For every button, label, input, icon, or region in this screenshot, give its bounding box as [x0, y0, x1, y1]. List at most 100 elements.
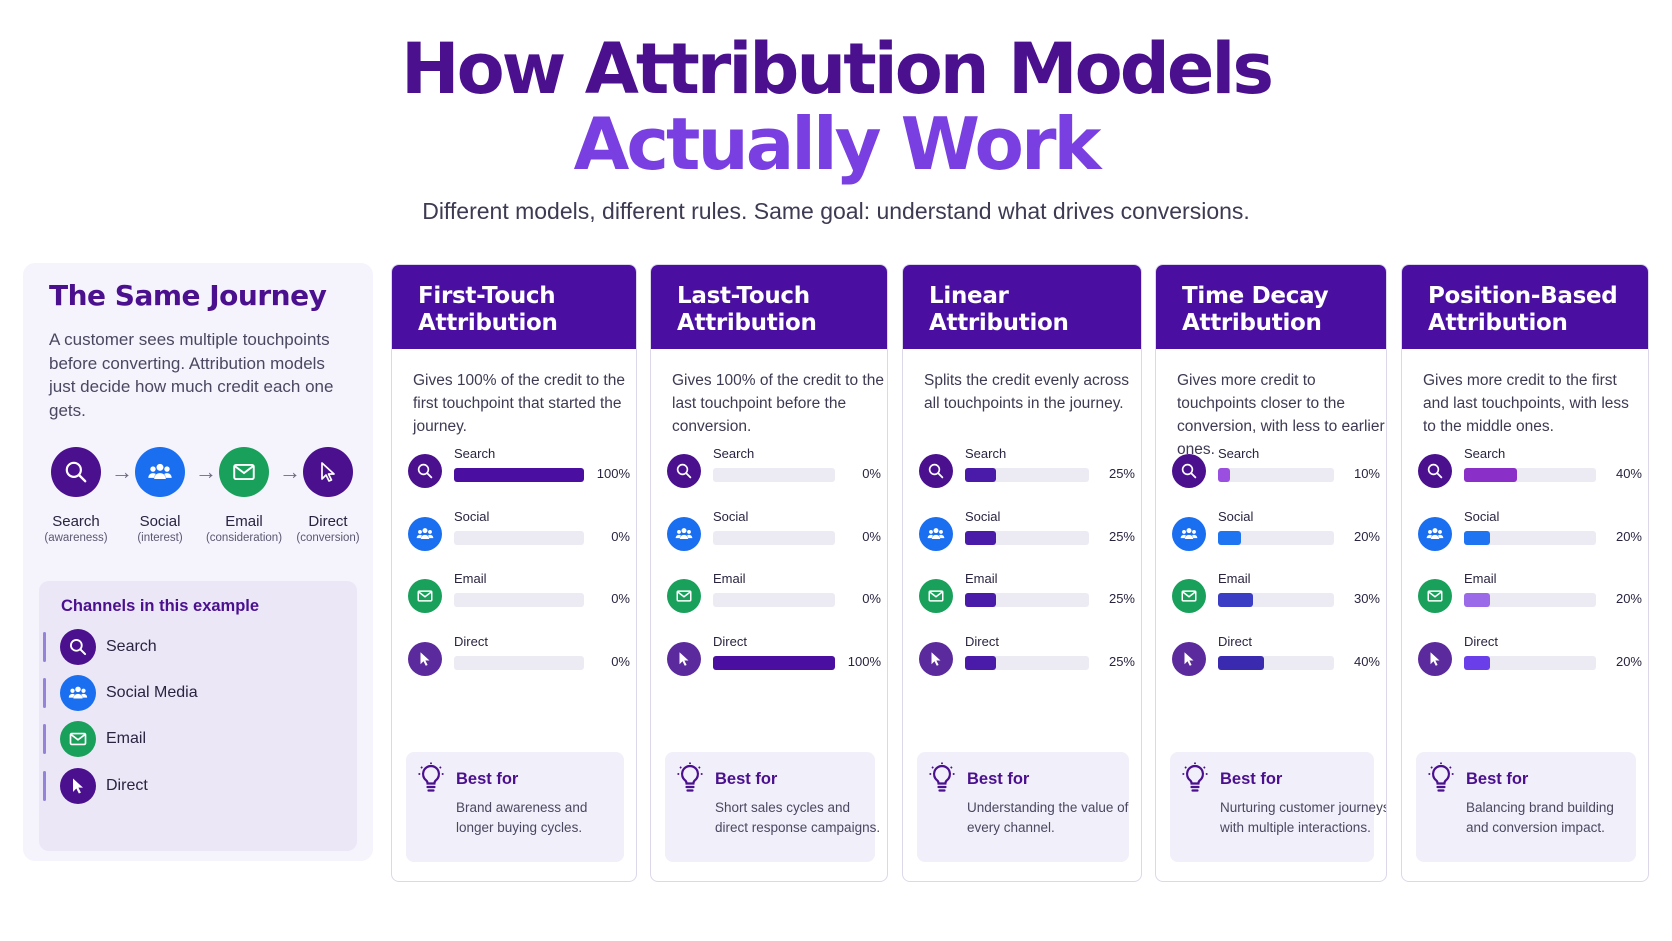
- best-for-text: Understanding the value of every channel…: [967, 800, 1129, 835]
- card-header: Last-Touch Attribution: [651, 265, 887, 349]
- credit-row: Search 0%: [667, 446, 881, 498]
- card-title-line-1: Position-Based: [1428, 283, 1618, 309]
- credit-bar-track: [454, 468, 584, 482]
- credit-bar-track: [965, 531, 1089, 545]
- best-for-label: Best for: [1466, 770, 1529, 788]
- credit-bar-track: [713, 593, 835, 607]
- credit-bar-track: [454, 531, 584, 545]
- mail-icon: [60, 721, 96, 757]
- card-header: Position-Based Attribution: [1402, 265, 1648, 349]
- best-for-text: Brand awareness and longer buying cycles…: [456, 800, 588, 835]
- credit-bar-fill: [713, 656, 835, 670]
- credit-percent: 100%: [596, 466, 630, 481]
- credit-row-name: Search: [1464, 446, 1506, 461]
- credit-bar-fill: [965, 593, 996, 607]
- credit-row: Social 0%: [667, 509, 881, 561]
- credit-row: Email 30%: [1172, 571, 1380, 623]
- credit-row: Search 25%: [919, 446, 1135, 498]
- credit-row: Email 20%: [1418, 571, 1642, 623]
- best-for-label: Best for: [715, 770, 778, 788]
- credit-row-name: Search: [965, 446, 1007, 461]
- cursor-icon: [1418, 642, 1452, 676]
- people-icon: [1418, 517, 1452, 551]
- credit-bar-track: [454, 593, 584, 607]
- credit-bar-track: [713, 656, 835, 670]
- credit-percent: 20%: [1615, 591, 1642, 606]
- lightbulb-icon: [418, 762, 444, 792]
- cursor-icon: [1172, 642, 1206, 676]
- journey-description: A customer sees multiple touchpoints bef…: [49, 330, 334, 420]
- card-description: Gives 100% of the credit to the first to…: [413, 372, 625, 435]
- credit-bar-fill: [1218, 468, 1230, 482]
- credit-row-name: Email: [1218, 571, 1251, 586]
- credit-row-name: Email: [713, 571, 746, 586]
- credit-row: Direct 100%: [667, 634, 881, 686]
- credit-row-name: Social: [1218, 509, 1254, 524]
- credit-percent: 25%: [1108, 466, 1135, 481]
- credit-row: Social 0%: [408, 509, 630, 561]
- credit-row-name: Email: [965, 571, 998, 586]
- channel-label: Email: [106, 730, 147, 747]
- channels-legend: Channels in this example Search Social M…: [39, 581, 357, 851]
- people-icon: [408, 517, 442, 551]
- credit-row: Social 20%: [1418, 509, 1642, 561]
- credit-bar-fill: [965, 468, 996, 482]
- credit-bar-track: [965, 593, 1089, 607]
- cursor-icon: [60, 768, 96, 804]
- model-card-linear: Linear Attribution Splits the credit eve…: [902, 264, 1142, 882]
- credit-percent: 0%: [862, 529, 881, 544]
- card-title-line-1: Time Decay: [1182, 283, 1329, 309]
- lightbulb-icon: [677, 762, 703, 792]
- credit-row-name: Direct: [454, 634, 488, 649]
- credit-row-name: Social: [454, 509, 490, 524]
- search-icon: [408, 454, 442, 488]
- credit-row-name: Search: [1218, 446, 1260, 461]
- journey-step-name: Social: [139, 513, 181, 530]
- credit-percent: 0%: [611, 529, 630, 544]
- credit-row-name: Social: [713, 509, 749, 524]
- card-title-line-1: Linear: [929, 283, 1009, 309]
- credit-percent: 10%: [1353, 466, 1380, 481]
- journey-flow: Search (awareness) → Social (interest) →…: [31, 447, 367, 557]
- journey-step-name: Direct: [308, 513, 348, 530]
- channel-item-direct: Direct: [43, 766, 343, 806]
- lightbulb-icon: [1182, 762, 1208, 792]
- credit-row: Search 10%: [1172, 446, 1380, 498]
- credit-bar-fill: [1218, 656, 1264, 670]
- credit-row: Email 0%: [667, 571, 881, 623]
- credit-bar-track: [1218, 531, 1334, 545]
- credit-percent: 40%: [1353, 654, 1380, 669]
- credit-percent: 25%: [1108, 654, 1135, 669]
- card-description: Gives more credit to touchpoints closer …: [1177, 372, 1385, 458]
- search-icon: [667, 454, 701, 488]
- credit-percent: 0%: [611, 654, 630, 669]
- credit-bar-fill: [1218, 531, 1241, 545]
- journey-step-direct: Direct (conversion): [283, 447, 373, 544]
- credit-row-name: Email: [1464, 571, 1497, 586]
- best-for-box: Best for Understanding the value of ever…: [917, 752, 1129, 862]
- best-for-box: Best for Short sales cycles and direct r…: [665, 752, 880, 862]
- credit-bar-track: [1218, 593, 1334, 607]
- channel-item-email: Email: [43, 719, 343, 759]
- search-icon: [51, 447, 101, 497]
- cursor-icon: [408, 642, 442, 676]
- best-for-label: Best for: [1220, 770, 1283, 788]
- channel-label: Search: [106, 638, 157, 655]
- credit-row: Email 25%: [919, 571, 1135, 623]
- credit-row: Social 20%: [1172, 509, 1380, 561]
- credit-percent: 0%: [611, 591, 630, 606]
- credit-bar-track: [1218, 656, 1334, 670]
- credit-bar-track: [965, 656, 1089, 670]
- credit-percent: 0%: [862, 466, 881, 481]
- credit-bar-fill: [965, 656, 996, 670]
- credit-bar-fill: [1464, 656, 1490, 670]
- credit-bar-fill: [1218, 593, 1253, 607]
- credit-bar-track: [1464, 468, 1596, 482]
- card-header: Linear Attribution: [903, 265, 1141, 349]
- credit-row-name: Direct: [965, 634, 999, 649]
- credit-bar-track: [1464, 531, 1596, 545]
- page-subtitle: Different models, different rules. Same …: [422, 198, 1250, 224]
- card-header: First-Touch Attribution: [392, 265, 636, 349]
- credit-row: Direct 0%: [408, 634, 630, 686]
- journey-step-name: Search: [52, 513, 100, 530]
